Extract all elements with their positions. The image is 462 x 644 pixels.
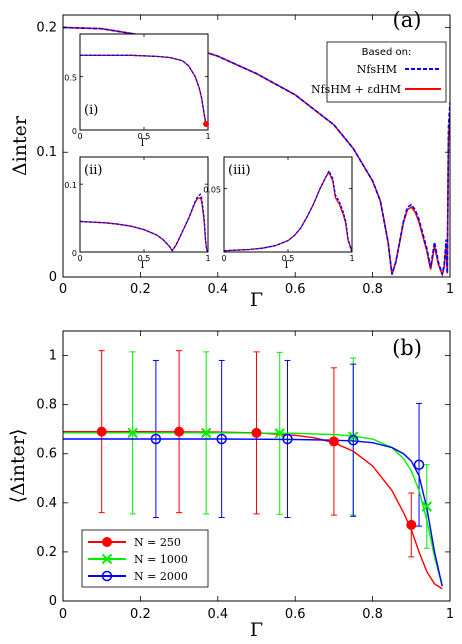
panel-b-series-0-marker: [251, 427, 262, 438]
panel-b-xtick-label: 0: [59, 607, 67, 622]
panel-b-legend-marker-1: [101, 553, 113, 565]
inset-0-series-blue-line: [80, 54, 208, 126]
panel-a-legend-title: Based on:: [362, 47, 412, 58]
panel-b-label: (b): [392, 336, 422, 360]
panel-b-ytick-label: 0.6: [36, 447, 57, 462]
panel-b-series-0-marker: [96, 426, 107, 437]
panel-a-xtick-label: 0.6: [285, 282, 306, 297]
panel-b-series-2-marker: [282, 433, 293, 445]
inset-0-xtick-label: 0.5: [138, 132, 151, 141]
panel-b-series-2-marker: [413, 459, 425, 471]
panel-a-xtick-label: 0.8: [362, 282, 383, 297]
panel-b-xtick-label: 0.6: [285, 607, 306, 622]
panel-a-xlabel: Γ: [250, 289, 263, 311]
panel-a-legend-box: [326, 41, 447, 103]
inset-1-label: (ii): [84, 163, 102, 178]
inset-1-xtick-label: 0.5: [138, 254, 151, 263]
inset-2-xtick-label: 0.5: [282, 254, 295, 263]
panel-a-legend-label-1: NfsHM: [357, 63, 397, 76]
panel-b-series-1-marker: [421, 501, 432, 512]
panel-b-ytick-label: 1: [49, 349, 57, 364]
panel-b-legend-marker-0: [102, 537, 112, 547]
panel-a-ytick-label: 0: [49, 270, 57, 285]
panel-b-xtick-label: 1: [446, 607, 454, 622]
panel-b-series-0-marker: [406, 519, 417, 530]
panel-b-legend-label-0: N = 250: [134, 536, 181, 549]
panel-a-ytick-label: 0.1: [36, 145, 57, 160]
inset-0-end-marker: [203, 121, 210, 127]
panel-a-xtick-label: 1: [446, 282, 454, 297]
inset-1-ytick-label: 0.1: [64, 181, 77, 190]
panel-b-series-2-marker: [150, 433, 162, 445]
panel-b-plot-area: [63, 350, 443, 590]
inset-2-xtick-label: 1: [349, 254, 354, 263]
panel-a-xtick-label: 0.4: [207, 282, 228, 297]
panel-b-series-2-marker: [216, 433, 227, 445]
panel-b-xtick-label: 0.2: [130, 607, 151, 622]
inset-1-xtick-label: 0: [77, 254, 82, 263]
inset-2-background: [224, 157, 352, 252]
panel-a-ylabel: Δinter: [9, 115, 31, 176]
panel-b-xtick-label: 0.8: [362, 607, 383, 622]
panel-b-series-2-line: [63, 438, 443, 587]
inset-1-series-blue-line: [80, 193, 208, 252]
inset-0-xlabel: Γ: [141, 138, 148, 149]
inset-2-xtick-label: 0: [221, 254, 226, 263]
panel-b-series-1-marker: [200, 427, 212, 439]
panel-a-legend-label-2: NfsHM + εdHM: [311, 83, 401, 96]
inset-0-ytick-label: 0: [72, 127, 77, 136]
panel-b-series-1-marker: [127, 427, 138, 439]
panel-b-ytick-label: 0.2: [36, 545, 57, 560]
panel-b-series-2-marker: [348, 434, 359, 446]
inset-2-series-blue-line: [224, 169, 352, 252]
panel-b-legend-marker-2: [101, 570, 113, 582]
inset-0-plot-area: [80, 54, 208, 126]
panel-b-ylabel: ⟨Δinter⟩: [7, 429, 29, 504]
panel-a-series-blue-line: [63, 26, 450, 275]
panel-b-ytick-label: 0.8: [36, 398, 57, 413]
panel-b-xtick-label: 0.4: [207, 607, 228, 622]
panel-b-series-1-marker: [274, 428, 285, 439]
panel-b-ytick-label: 0.4: [36, 496, 57, 511]
panel-b-legend-label-2: N = 2000: [134, 570, 188, 583]
inset-2-ytick-label: 0.05: [203, 186, 221, 195]
panel-b-ytick-label: 0: [49, 594, 57, 609]
inset-1-background: [80, 157, 208, 252]
panel-a-frame: [62, 14, 451, 278]
inset-0-label: (i): [84, 103, 98, 118]
inset-0-ytick-label: 0.5: [64, 74, 77, 83]
inset-2-plot-area: [224, 169, 352, 252]
inset-1-xtick-label: 1: [205, 254, 210, 263]
panel-b-xlabel: Γ: [250, 619, 263, 641]
inset-0-background: [80, 34, 208, 130]
panel-b-series-1-marker: [348, 431, 359, 442]
panel-a-xtick-label: 0.2: [130, 282, 151, 297]
panel-a-ytick-label: 0.2: [36, 20, 57, 35]
inset-0-xtick-label: 0: [77, 132, 82, 141]
inset-1-xlabel: Γ: [141, 260, 148, 271]
inset-1-plot-area: [80, 193, 208, 252]
panel-b-series-1-line: [63, 432, 443, 587]
inset-0-xtick-label: 1: [205, 132, 210, 141]
panel-b-legend-label-1: N = 1000: [134, 553, 188, 566]
inset-1-ytick-label: 0: [72, 249, 77, 258]
panel-b-series-0-marker: [174, 426, 185, 437]
panel-a-xtick-label: 0: [59, 282, 67, 297]
panel-a-label: (a): [393, 8, 422, 32]
panel-b-series-0-marker: [328, 436, 339, 447]
panel-a-plot-area: [63, 26, 450, 277]
inset-2-label: (iii): [228, 163, 251, 178]
panel-b-frame: [62, 330, 451, 602]
inset-2-xlabel: Γ: [285, 260, 292, 271]
